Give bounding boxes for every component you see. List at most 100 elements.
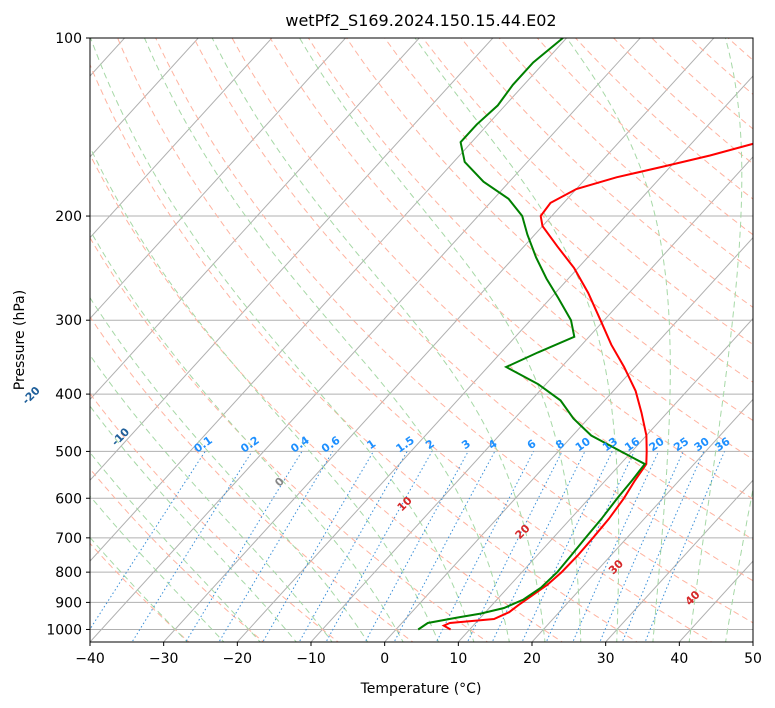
dry-adiabat-label: -10 <box>109 425 132 448</box>
mixing-ratio-line <box>545 451 635 642</box>
moist-adiabat <box>90 451 261 642</box>
y-tick-label: 300 <box>55 313 82 329</box>
dry-adiabat <box>689 38 753 96</box>
mixing-ratio-label: 6 <box>525 437 539 452</box>
dry-adiabat <box>90 392 340 642</box>
moist-adiabat <box>90 405 297 642</box>
skewed-isotherms <box>0 25 753 645</box>
y-axis-label: Pressure (hPa) <box>12 290 28 390</box>
sounding-traces <box>417 38 753 631</box>
mixing-ratio-line <box>90 451 206 631</box>
dry-adiabat <box>751 25 775 645</box>
isotherm-line <box>90 38 494 481</box>
dry-adiabat <box>193 38 753 582</box>
dry-adiabat <box>90 316 414 642</box>
pressure-gridlines <box>90 38 753 630</box>
x-axis-ticks: −40 −30 −20 −10 0 10 20 30 40 50 <box>75 642 762 667</box>
dry-adiabat <box>574 38 753 200</box>
mixing-ratio-label: 4 <box>486 437 500 452</box>
moist-adiabat <box>144 38 510 642</box>
isotherm-line <box>90 38 347 320</box>
x-tick-label: −40 <box>75 651 105 667</box>
mixing-ratio-line <box>491 451 586 642</box>
mixing-ratio-line <box>364 451 469 642</box>
isotherm-line <box>0 25 63 645</box>
y-tick-label: 900 <box>55 595 82 611</box>
mixing-ratio-line <box>435 451 535 642</box>
x-tick-label: 40 <box>670 651 688 667</box>
moist-adiabats <box>90 38 753 642</box>
temperature-trace <box>441 142 753 631</box>
moist-adiabat <box>299 38 582 642</box>
mixing-ratio-line <box>262 451 374 642</box>
dry-adiabat <box>307 38 753 460</box>
mixing-ratio-label: 2 <box>423 437 437 452</box>
isotherm-line <box>604 479 753 642</box>
isotherm-line <box>90 38 641 642</box>
y-tick-label: 100 <box>55 31 82 47</box>
isotherm-line <box>90 38 568 562</box>
moist-adiabat <box>90 354 333 642</box>
isotherm-line <box>752 641 753 642</box>
dry-adiabat <box>90 63 638 642</box>
dry-adiabat <box>651 38 753 130</box>
moist-adiabat <box>90 296 369 642</box>
mixing-ratio-label: 1.5 <box>393 434 416 456</box>
isotherm-line <box>457 317 753 642</box>
dry-adiabat <box>269 38 753 500</box>
y-axis-ticks: 100 200 300 400 500 600 700 800 900 1000 <box>46 31 90 638</box>
dry-adiabat <box>90 153 564 642</box>
moist-adiabat <box>90 495 225 642</box>
mixing-ratio-line <box>185 451 303 642</box>
dry-adiabat <box>155 38 753 624</box>
isotherm-line <box>383 236 753 642</box>
mixing-ratio-label: 1 <box>365 437 379 452</box>
y-tick-label: 1000 <box>46 622 82 638</box>
mixing-ratio-line <box>599 451 684 642</box>
x-tick-label: 10 <box>449 651 467 667</box>
mixing-ratio-label: 0.4 <box>288 433 312 455</box>
mixing-ratio-label: 0.6 <box>319 433 343 455</box>
moist-adiabat <box>90 38 475 642</box>
mixing-ratio-label: 3 <box>459 437 473 452</box>
dry-adiabat <box>345 38 753 422</box>
x-tick-label: −30 <box>149 651 179 667</box>
mixing-ratio-line <box>131 451 253 642</box>
x-tick-label: −20 <box>223 651 253 667</box>
dry-adiabat <box>727 38 753 61</box>
y-tick-label: 600 <box>55 491 82 507</box>
moist-adiabat-label: 0 <box>272 474 287 489</box>
moist-adiabat <box>90 229 404 642</box>
mixing-ratio-line <box>298 451 408 642</box>
dewpoint-trace <box>417 38 647 631</box>
isotherm-line <box>162 38 715 642</box>
y-tick-label: 200 <box>55 209 82 225</box>
x-tick-label: 50 <box>744 651 762 667</box>
mixing-ratio-line <box>466 451 563 642</box>
moist-adiabat-label: 20 <box>513 522 533 542</box>
mixing-ratio-line <box>521 451 613 642</box>
y-tick-label: 400 <box>55 387 82 403</box>
mixing-ratio-lines <box>90 451 725 642</box>
dry-adiabat <box>231 38 753 541</box>
dry-adiabat <box>90 468 265 642</box>
moist-adiabat <box>688 38 743 642</box>
dry-adiabat <box>536 38 753 236</box>
dry-adiabat <box>460 38 753 308</box>
moist-adiabat <box>90 536 188 642</box>
mixing-ratio-line <box>218 451 334 642</box>
moist-adiabat <box>90 146 440 642</box>
moist-adiabat <box>725 486 753 642</box>
dry-adiabat <box>90 542 190 642</box>
mixing-ratio-line <box>621 451 705 642</box>
isotherm-line <box>90 38 420 401</box>
y-tick-label: 700 <box>55 531 82 547</box>
x-tick-label: 0 <box>380 651 389 667</box>
x-tick-label: 30 <box>597 651 615 667</box>
dry-adiabat <box>90 236 489 642</box>
moist-adiabat <box>414 38 620 642</box>
chart-title: wetPf2_S169.2024.150.15.44.E02 <box>285 11 556 31</box>
y-tick-label: 500 <box>55 444 82 460</box>
x-tick-label: −10 <box>296 651 326 667</box>
